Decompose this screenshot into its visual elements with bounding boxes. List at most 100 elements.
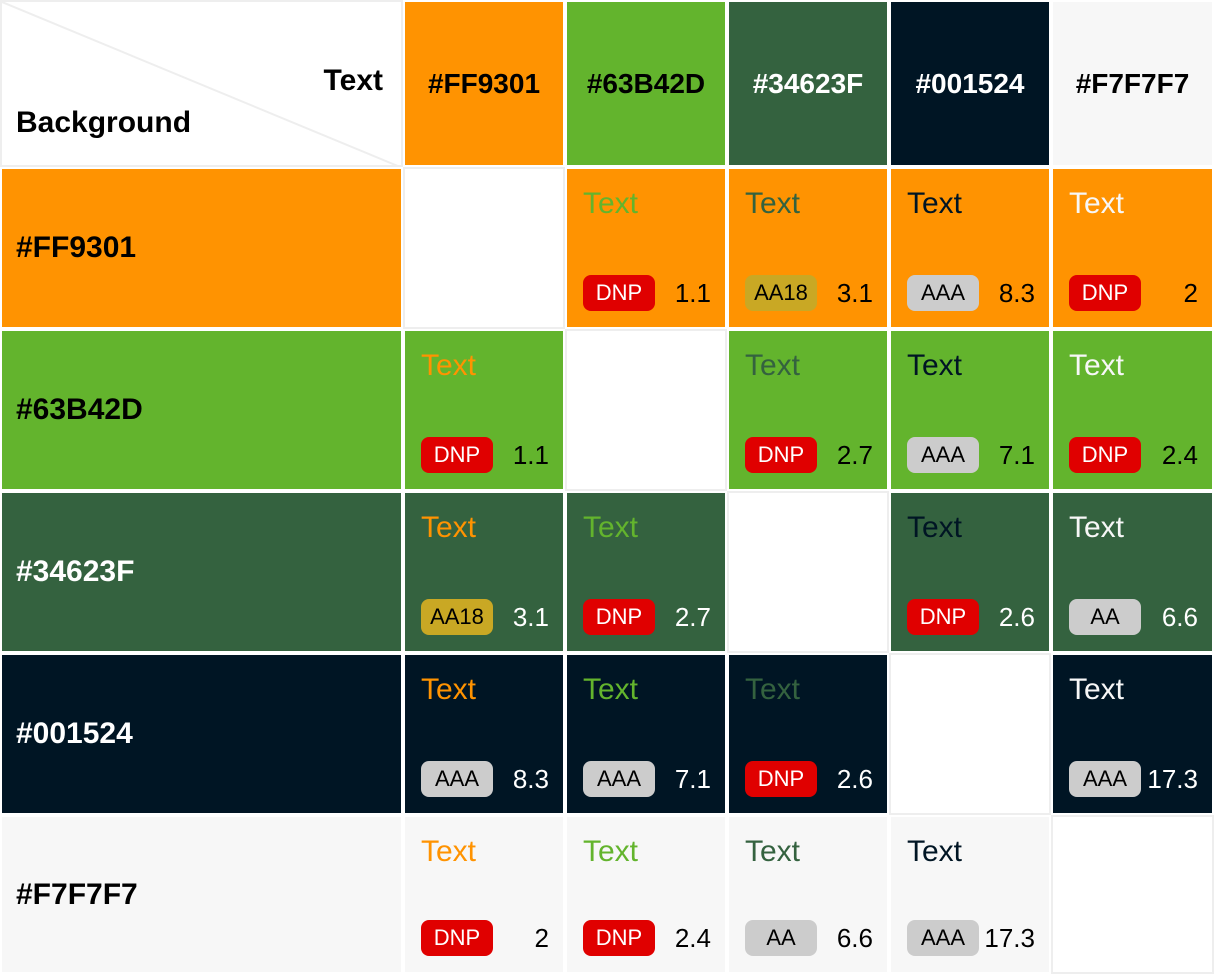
contrast-cell: Text DNP 2: [403, 815, 565, 974]
row-header-5: #F7F7F7: [0, 815, 403, 974]
contrast-ratio: 1.1: [674, 278, 711, 308]
contrast-cell: Text DNP 2.6: [727, 653, 889, 815]
sample-text: Text: [907, 511, 963, 544]
contrast-ratio: 17.3: [1147, 764, 1198, 794]
sample-text: Text: [907, 187, 963, 220]
sample-text: Text: [421, 673, 477, 706]
rating-badge: AAA: [1069, 761, 1141, 797]
contrast-ratio: 3.1: [836, 278, 873, 308]
rating-badge: AAA: [907, 437, 979, 473]
contrast-ratio: 2.4: [674, 923, 711, 953]
rating-badge: DNP: [583, 275, 655, 311]
contrast-ratio: 6.6: [1161, 602, 1198, 632]
contrast-cell: Text DNP 1.1: [565, 167, 727, 329]
rating-badge: AA18: [745, 275, 817, 311]
empty-cell: [403, 167, 565, 329]
contrast-ratio: 17.3: [984, 923, 1035, 953]
sample-text: Text: [1069, 187, 1125, 220]
rating-badge: DNP: [745, 437, 817, 473]
sample-text: Text: [421, 349, 477, 382]
contrast-cell: Text AAA 7.1: [565, 653, 727, 815]
row-header-2: #63B42D: [0, 329, 403, 491]
rating-badge: DNP: [1069, 275, 1141, 311]
column-header-2: #63B42D: [565, 0, 727, 167]
contrast-cell: Text DNP 2.4: [1051, 329, 1214, 491]
contrast-ratio: 8.3: [512, 764, 549, 794]
rating-badge: AAA: [907, 920, 979, 956]
contrast-cell: Text AAA 17.3: [1051, 653, 1214, 815]
contrast-cell: Text DNP 2.6: [889, 491, 1051, 653]
contrast-cell: Text DNP 2: [1051, 167, 1214, 329]
sample-text: Text: [1069, 349, 1125, 382]
sample-text: Text: [583, 511, 639, 544]
corner-diagonal: [2, 2, 398, 165]
rating-badge: AA: [745, 920, 817, 956]
contrast-cell: Text AAA 17.3: [889, 815, 1051, 974]
rating-badge: DNP: [1069, 437, 1141, 473]
rating-badge: AA: [1069, 599, 1141, 635]
contrast-cell: Text AAA 8.3: [889, 167, 1051, 329]
row-header-4: #001524: [0, 653, 403, 815]
column-header-5: #F7F7F7: [1051, 0, 1214, 167]
sample-text: Text: [583, 835, 639, 868]
contrast-ratio: 8.3: [998, 278, 1035, 308]
background-axis-label: Background: [16, 106, 192, 139]
column-header-3: #34623F: [727, 0, 889, 167]
rating-badge: AAA: [907, 275, 979, 311]
sample-text: Text: [745, 835, 801, 868]
empty-cell: [727, 491, 889, 653]
rating-badge: DNP: [745, 761, 817, 797]
rating-badge: AAA: [421, 761, 493, 797]
sample-text: Text: [1069, 511, 1125, 544]
contrast-cell: Text AAA 8.3: [403, 653, 565, 815]
column-header-4: #001524: [889, 0, 1051, 167]
contrast-cell: Text AA 6.6: [1051, 491, 1214, 653]
rating-badge: DNP: [907, 599, 979, 635]
contrast-cell: Text DNP 2.4: [565, 815, 727, 974]
empty-cell: [889, 653, 1051, 815]
contrast-cell: Text AA 6.6: [727, 815, 889, 974]
rating-badge: DNP: [583, 920, 655, 956]
sample-text: Text: [583, 187, 639, 220]
rating-badge: AA18: [421, 599, 493, 635]
contrast-ratio: 7.1: [674, 764, 711, 794]
contrast-ratio: 2: [534, 923, 549, 953]
contrast-ratio: 2.6: [998, 602, 1035, 632]
contrast-cell: Text AA18 3.1: [727, 167, 889, 329]
empty-cell: [565, 329, 727, 491]
sample-text: Text: [421, 511, 477, 544]
contrast-ratio: 3.1: [512, 602, 549, 632]
contrast-ratio: 2.7: [836, 440, 873, 470]
contrast-ratio: 6.6: [836, 923, 873, 953]
row-header-1: #FF9301: [0, 167, 403, 329]
contrast-ratio: 2.6: [836, 764, 873, 794]
row-header-3: #34623F: [0, 491, 403, 653]
sample-text: Text: [745, 187, 801, 220]
contrast-cell: Text AAA 7.1: [889, 329, 1051, 491]
contrast-cell: Text DNP 1.1: [403, 329, 565, 491]
text-axis-label: Text: [323, 64, 383, 97]
contrast-ratio: 7.1: [998, 440, 1035, 470]
rating-badge: DNP: [583, 599, 655, 635]
sample-text: Text: [745, 673, 801, 706]
empty-cell: [1051, 815, 1214, 974]
contrast-cell: Text DNP 2.7: [727, 329, 889, 491]
contrast-ratio: 2.7: [674, 602, 711, 632]
rating-badge: AAA: [583, 761, 655, 797]
contrast-cell: Text DNP 2.7: [565, 491, 727, 653]
sample-text: Text: [1069, 673, 1125, 706]
rating-badge: DNP: [421, 437, 493, 473]
sample-text: Text: [907, 835, 963, 868]
contrast-ratio: 2: [1183, 278, 1198, 308]
rating-badge: DNP: [421, 920, 493, 956]
column-header-1: #FF9301: [403, 0, 565, 167]
corner-header: Text Background: [0, 0, 403, 167]
sample-text: Text: [907, 349, 963, 382]
sample-text: Text: [583, 673, 639, 706]
contrast-ratio: 1.1: [512, 440, 549, 470]
sample-text: Text: [421, 835, 477, 868]
sample-text: Text: [745, 349, 801, 382]
contrast-cell: Text AA18 3.1: [403, 491, 565, 653]
contrast-ratio: 2.4: [1161, 440, 1198, 470]
